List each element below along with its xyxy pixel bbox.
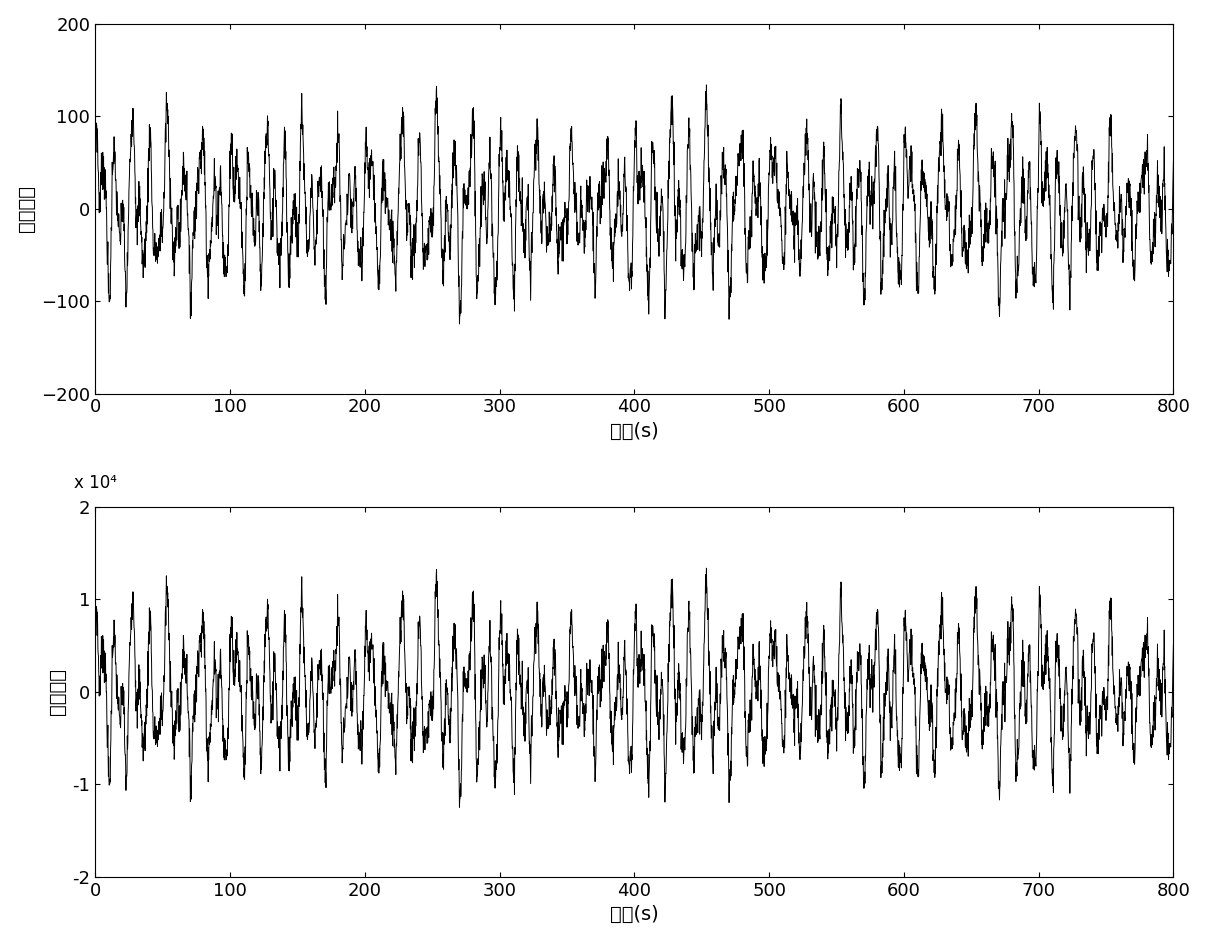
X-axis label: 时间(s): 时间(s) — [610, 905, 659, 924]
Text: x 10⁴: x 10⁴ — [74, 474, 117, 492]
X-axis label: 时间(s): 时间(s) — [610, 423, 659, 441]
Y-axis label: 二次系数: 二次系数 — [48, 668, 66, 715]
Y-axis label: 一次系数: 一次系数 — [17, 185, 36, 232]
